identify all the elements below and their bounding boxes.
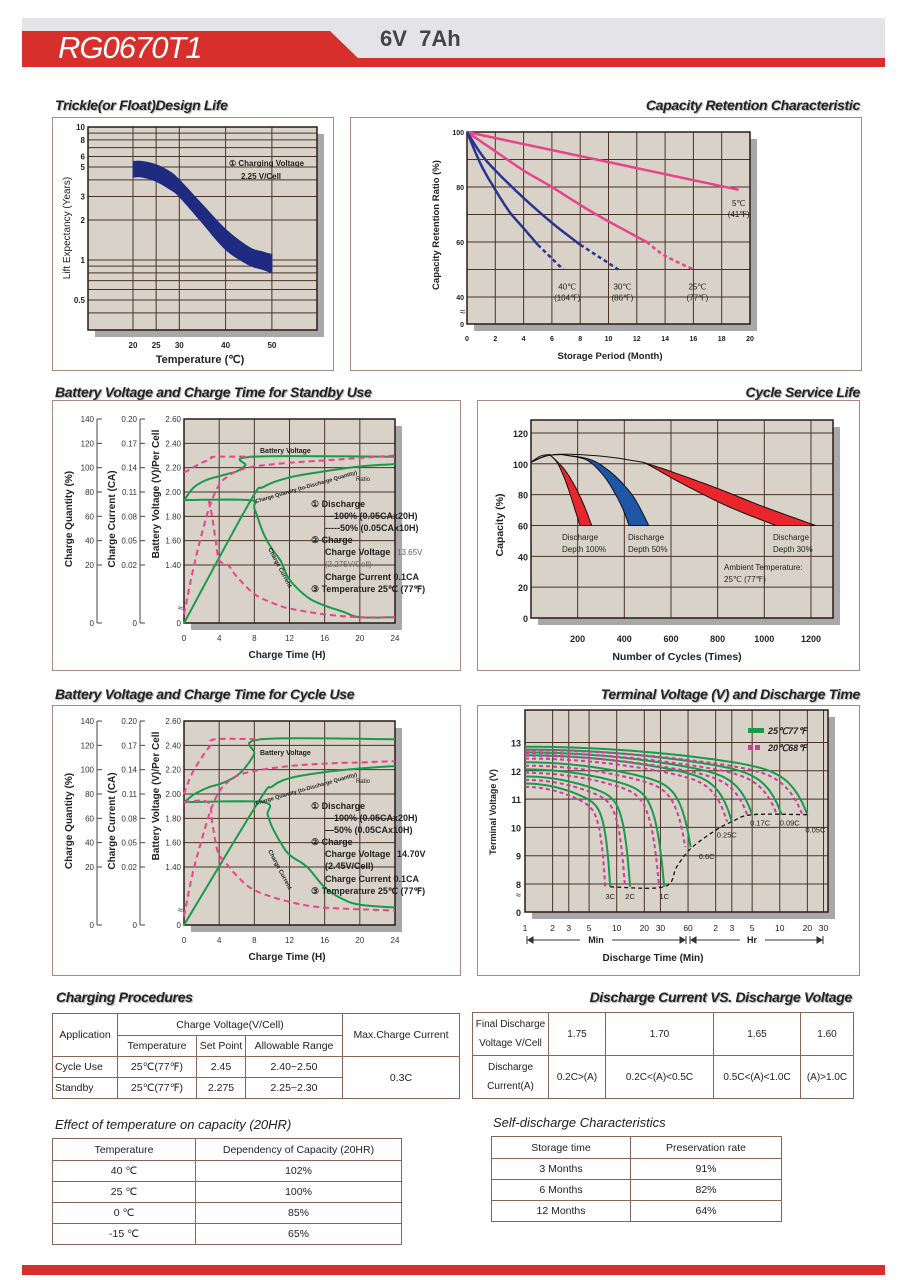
table-row: 6 Months 82% [491,1179,782,1201]
cell-max-current: 0.3C [342,1056,460,1099]
footer-red-bar [22,1265,885,1275]
table-row: 3 Months 91% [491,1158,782,1180]
cell-voltage: 1.60 [800,1012,854,1056]
battery-spec: 6V 7Ah [380,26,461,51]
temperature-effect-table: Temperature Dependency of Capacity (20HR)… [52,1138,402,1245]
col-max-current: Max.Charge Current [342,1013,460,1057]
header-preservation-rate: Preservation rate [630,1136,782,1159]
col-charge-voltage: Charge Voltage(V/Cell) [117,1013,343,1036]
temperature-effect-title: Effect of temperature on capacity (20HR) [55,1117,292,1132]
cell-voltage: 1.70 [605,1012,714,1056]
standby-charge-title: Battery Voltage and Charge Time for Stan… [55,384,372,400]
self-discharge-table: Storage time Preservation rate 3 Months 91… [491,1136,782,1222]
cell-rate: 91% [630,1158,782,1180]
table-row: Final Discharge Voltage V/Cell 1.75 1.70 … [472,1012,854,1056]
header-capacity: Dependency of Capacity (20HR) [195,1138,402,1161]
capacity-retention-box [350,117,862,371]
header-temperature: Temperature [52,1138,196,1161]
row-label: Discharge Current(A) [472,1055,549,1099]
table-row: Discharge Current(A) 0.2C>(A) 0.2C<(A)<0.… [472,1055,854,1099]
cell-temperature: 25 ℃ [52,1181,196,1203]
table-row: Cycle Use 25℃(77℉) 2.45 2.40~2.50 0.3C [52,1056,460,1099]
cell-temperature: 25℃(77℉) [117,1077,197,1099]
table-row: Standby 25℃(77℉) 2.275 2.25~2.30 [52,1077,460,1099]
table-row: 0 ℃ 85% [52,1202,402,1224]
col-allowable-range: Allowable Range [245,1035,343,1057]
header-storage-time: Storage time [491,1136,631,1159]
cycle-life-box [477,400,860,671]
charging-procedures-table: Application Charge Voltage(V/Cell) Max.C… [52,1013,460,1099]
capacity-retention-title: Capacity Retention Characteristic [645,97,860,113]
row-label-line: Voltage V/Cell [479,1038,542,1049]
col-set-point: Set Point [196,1035,246,1057]
discharge-table-title: Discharge Current VS. Discharge Voltage [589,989,853,1005]
cycle-life-title: Cycle Service Life [745,384,861,400]
terminal-voltage-title: Terminal Voltage (V) and Discharge Time [600,686,861,702]
cell-voltage: 1.75 [548,1012,606,1056]
cell-application: Cycle Use [52,1056,118,1078]
cell-application: Standby [52,1077,118,1099]
row-label-line: Current(A) [487,1081,534,1092]
model-number: RG0670T1 [58,30,203,65]
row-label: Final Discharge Voltage V/Cell [472,1012,549,1056]
cell-capacity: 85% [195,1202,402,1224]
table-row: 40 ℃ 102% [52,1160,402,1182]
cell-capacity: 65% [195,1223,402,1245]
cell-voltage: 1.65 [713,1012,801,1056]
charging-procedures-title: Charging Procedures [56,989,193,1005]
table-row: -15 ℃ 65% [52,1223,402,1245]
cell-storage-time: 6 Months [491,1179,631,1201]
cell-temperature: 25℃(77℉) [117,1056,197,1078]
terminal-voltage-box [477,705,860,976]
cycle-charge-box [52,705,461,976]
self-discharge-title: Self-discharge Characteristics [493,1115,666,1130]
cell-capacity: 100% [195,1181,402,1203]
col-application: Application [52,1013,118,1057]
cell-temperature: 40 ℃ [52,1160,196,1182]
cell-current: 0.2C>(A) [548,1055,606,1099]
row-label-line: Discharge [487,1062,534,1073]
discharge-table: Final Discharge Voltage V/Cell 1.75 1.70 … [472,1012,854,1099]
col-temperature: Temperature [117,1035,197,1057]
cell-set-point: 2.275 [196,1077,246,1099]
cell-rate: 64% [630,1200,782,1222]
cell-range: 2.40~2.50 [245,1056,343,1078]
cell-current: 0.2C<(A)<0.5C [605,1055,714,1099]
standby-charge-box [52,400,461,671]
cell-storage-time: 12 Months [491,1200,631,1222]
cell-temperature: -15 ℃ [52,1223,196,1245]
float-life-title: Trickle(or Float)Design Life [55,97,228,113]
cell-set-point: 2.45 [196,1056,246,1078]
float-life-box [52,117,334,371]
cell-rate: 82% [630,1179,782,1201]
cell-range: 2.25~2.30 [245,1077,343,1099]
table-row: 12 Months 64% [491,1200,782,1222]
cell-current: (A)>1.0C [800,1055,854,1099]
cell-temperature: 0 ℃ [52,1202,196,1224]
table-row: 25 ℃ 100% [52,1181,402,1203]
cell-capacity: 102% [195,1160,402,1182]
cell-current: 0.5C<(A)<1.0C [713,1055,801,1099]
row-label-line: Final Discharge [475,1019,546,1030]
cycle-charge-title: Battery Voltage and Charge Time for Cycl… [55,686,355,702]
cell-storage-time: 3 Months [491,1158,631,1180]
